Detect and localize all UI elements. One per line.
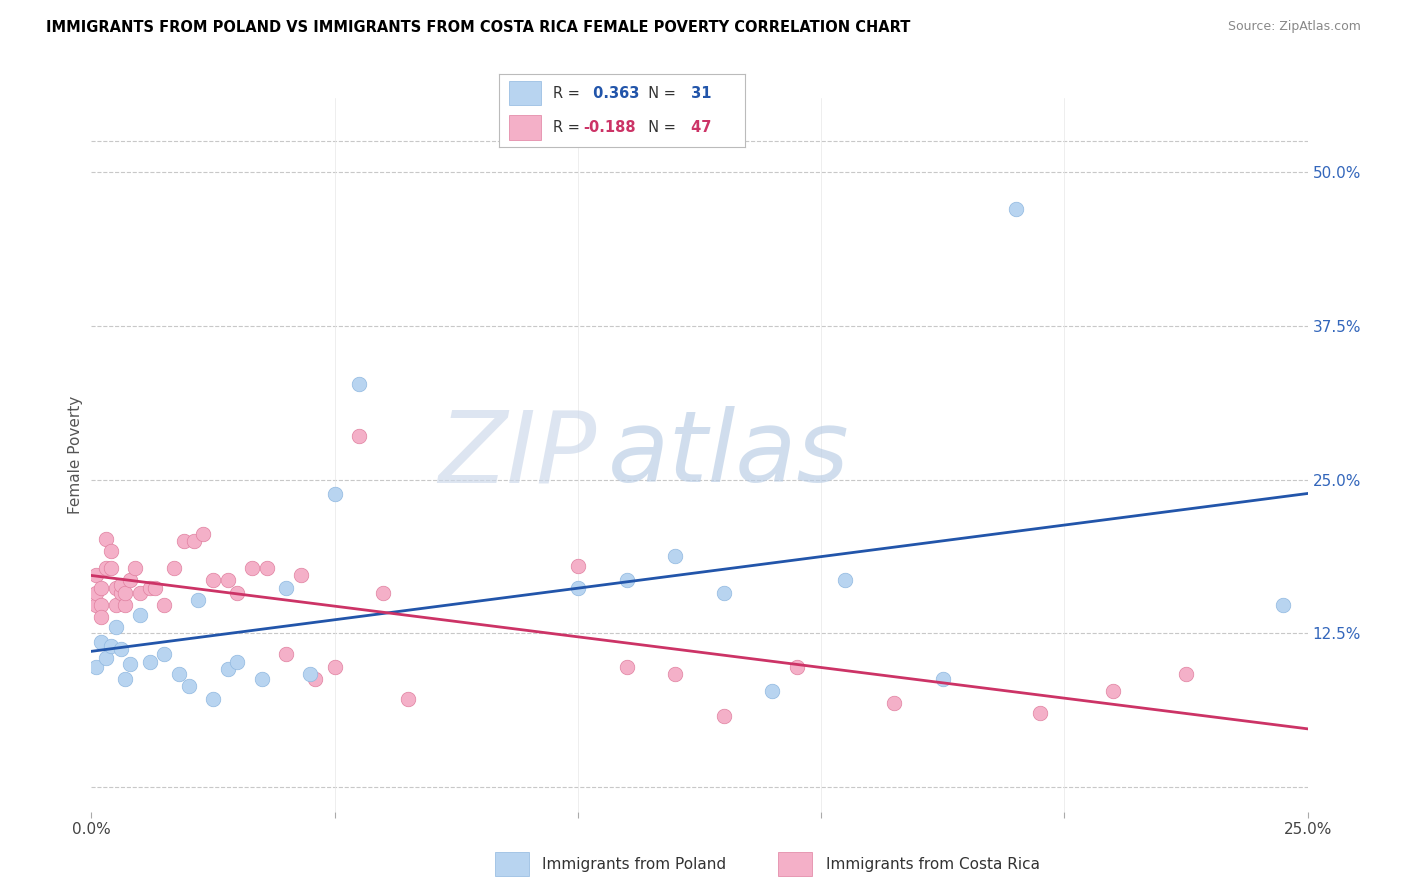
Point xyxy=(217,662,239,676)
Text: R =: R = xyxy=(554,86,585,101)
Point xyxy=(90,610,112,624)
Point xyxy=(129,585,152,599)
Point xyxy=(250,672,273,686)
Point xyxy=(90,635,112,649)
Point xyxy=(274,581,297,595)
Bar xyxy=(509,80,541,105)
Point xyxy=(1029,706,1052,721)
Point xyxy=(323,659,346,673)
Point xyxy=(290,568,312,582)
Point xyxy=(104,598,127,612)
Point xyxy=(931,672,953,686)
Point xyxy=(177,679,200,693)
Point xyxy=(90,598,112,612)
Point xyxy=(94,561,117,575)
Point xyxy=(100,561,122,575)
Point xyxy=(84,568,107,582)
Text: 31: 31 xyxy=(686,86,711,101)
Bar xyxy=(779,853,813,876)
Text: 0.363: 0.363 xyxy=(588,86,640,101)
Bar xyxy=(495,853,529,876)
Point xyxy=(129,607,152,622)
Point xyxy=(110,585,132,599)
Point xyxy=(153,647,176,661)
Point xyxy=(786,659,808,673)
Bar xyxy=(509,115,541,140)
Point xyxy=(713,585,735,599)
Point xyxy=(256,561,278,575)
Point xyxy=(110,578,132,592)
Point xyxy=(139,581,162,595)
Text: Immigrants from Costa Rica: Immigrants from Costa Rica xyxy=(825,857,1039,871)
Point xyxy=(143,581,166,595)
Point xyxy=(110,642,132,657)
Point xyxy=(1272,598,1295,612)
Point xyxy=(664,549,686,563)
Point xyxy=(616,574,638,588)
Point xyxy=(100,544,122,558)
Text: ZIP: ZIP xyxy=(437,407,596,503)
Point xyxy=(226,585,249,599)
Text: 47: 47 xyxy=(686,120,711,135)
Point xyxy=(90,581,112,595)
Point xyxy=(173,534,195,549)
Text: N =: N = xyxy=(640,86,681,101)
Point xyxy=(1102,684,1125,698)
Point xyxy=(202,574,225,588)
Text: Source: ZipAtlas.com: Source: ZipAtlas.com xyxy=(1227,20,1361,33)
Point xyxy=(304,672,326,686)
Point xyxy=(163,561,186,575)
Point xyxy=(139,655,162,669)
Point xyxy=(114,585,136,599)
Point xyxy=(761,684,783,698)
Point xyxy=(1175,667,1198,681)
Text: atlas: atlas xyxy=(609,407,849,503)
Point xyxy=(323,487,346,501)
Point xyxy=(193,526,215,541)
Point xyxy=(84,659,107,673)
Point xyxy=(1004,202,1026,216)
Point xyxy=(187,593,209,607)
Point xyxy=(104,620,127,634)
Point xyxy=(120,574,142,588)
Point xyxy=(347,429,370,443)
Text: IMMIGRANTS FROM POLAND VS IMMIGRANTS FROM COSTA RICA FEMALE POVERTY CORRELATION : IMMIGRANTS FROM POLAND VS IMMIGRANTS FRO… xyxy=(46,20,911,35)
Point xyxy=(226,655,249,669)
Point xyxy=(240,561,263,575)
Point xyxy=(94,651,117,665)
Text: Immigrants from Poland: Immigrants from Poland xyxy=(543,857,727,871)
Point xyxy=(183,534,205,549)
Point xyxy=(120,657,142,671)
Point xyxy=(567,581,589,595)
Point xyxy=(567,558,589,573)
Point xyxy=(299,667,322,681)
Point xyxy=(114,598,136,612)
Point xyxy=(396,691,419,706)
Text: R =: R = xyxy=(554,120,585,135)
Text: N =: N = xyxy=(640,120,681,135)
Point xyxy=(100,639,122,653)
Point xyxy=(84,585,107,599)
Point xyxy=(347,376,370,391)
Point xyxy=(274,647,297,661)
Point xyxy=(114,672,136,686)
Point xyxy=(167,667,190,681)
Point xyxy=(373,585,395,599)
Point xyxy=(664,667,686,681)
Point xyxy=(834,574,856,588)
Point xyxy=(217,574,239,588)
Point xyxy=(713,708,735,723)
Y-axis label: Female Poverty: Female Poverty xyxy=(67,396,83,514)
Point xyxy=(202,691,225,706)
Point xyxy=(124,561,146,575)
Point xyxy=(616,659,638,673)
Point xyxy=(104,581,127,595)
Point xyxy=(883,697,905,711)
Point xyxy=(94,532,117,546)
Point xyxy=(153,598,176,612)
Point xyxy=(84,598,107,612)
Text: -0.188: -0.188 xyxy=(583,120,636,135)
